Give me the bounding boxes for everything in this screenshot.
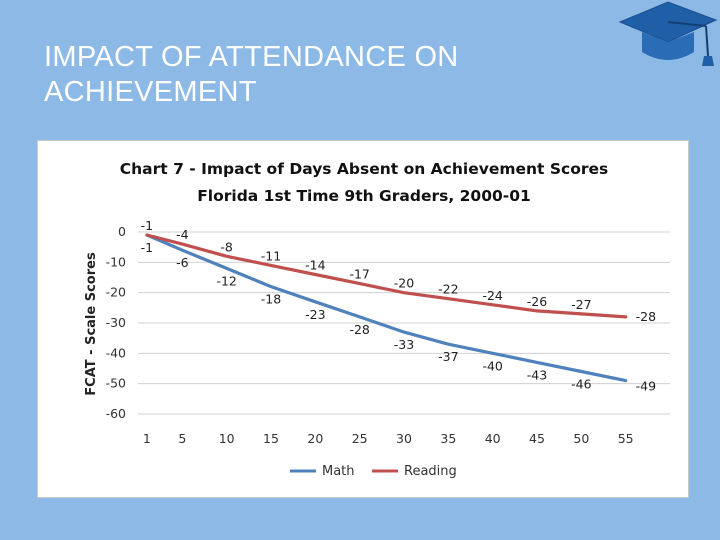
data-label-reading: -1: [141, 218, 153, 233]
data-labels: -1 -6 -12 -18 -23 -28 -33 -37 -40 -43 -46 -49 -1 -4 -8…: [141, 218, 656, 394]
x-tick-label: 10: [219, 431, 235, 446]
data-label-reading: -20: [394, 276, 414, 291]
chart-subtitle: Florida 1st Time 9th Graders, 2000-01: [197, 187, 531, 205]
x-tick-label: 1: [143, 431, 151, 446]
x-tick-label: 25: [352, 431, 368, 446]
series-lines: [145, 233, 628, 383]
x-tick-label: 30: [396, 431, 412, 446]
data-label-math: -46: [571, 377, 591, 392]
x-tick-label: 15: [263, 431, 279, 446]
data-label-math: -12: [216, 273, 236, 288]
slide-title: IMPACT OF ATTENDANCE ON ACHIEVEMENT: [44, 40, 459, 110]
slide-title-line-2: ACHIEVEMENT: [44, 76, 257, 108]
data-label-math: -49: [636, 379, 656, 394]
data-label-reading: -8: [220, 239, 233, 254]
data-label-math: -37: [438, 349, 458, 364]
y-tick-label: -50: [106, 376, 126, 391]
data-label-math: -40: [482, 358, 502, 373]
data-label-reading: -26: [527, 294, 547, 309]
y-tick-label: -40: [106, 345, 126, 360]
data-label-math: -1: [141, 240, 153, 255]
legend-label: Math: [322, 464, 355, 479]
graduation-cap-icon: [618, 1, 718, 66]
x-tick-label: 55: [618, 431, 634, 446]
data-label-reading: -4: [176, 227, 189, 242]
data-label-reading: -11: [261, 248, 281, 263]
line-chart: Chart 7 - Impact of Days Absent on Achie…: [84, 160, 670, 479]
legend-label: Reading: [404, 464, 457, 479]
y-tick-label: 0: [118, 224, 126, 239]
y-tick-label: -20: [106, 285, 126, 300]
data-label-reading: -14: [305, 257, 325, 272]
x-axis-ticks: 1 5 10 15 20 25 30 35 40 45 50 55: [143, 431, 634, 446]
grid-lines: [138, 231, 670, 415]
data-label-math: -6: [176, 255, 189, 270]
chart-container: Chart 7 - Impact of Days Absent on Achie…: [37, 140, 689, 498]
data-label-math: -18: [261, 292, 281, 307]
data-label-reading: -22: [438, 282, 458, 297]
data-label-reading: -24: [482, 288, 502, 303]
y-axis-ticks: 0 -10 -20 -30 -40 -50 -60: [106, 224, 126, 421]
x-tick-label: 50: [573, 431, 589, 446]
data-label-math: -23: [305, 307, 325, 322]
series-line-reading: [145, 233, 628, 319]
data-label-math: -28: [349, 322, 369, 337]
chart-title: Chart 7 - Impact of Days Absent on Achie…: [120, 160, 608, 178]
x-tick-label: 20: [307, 431, 323, 446]
x-tick-label: 35: [440, 431, 456, 446]
series-line-math: [145, 233, 628, 383]
data-label-reading: -27: [571, 297, 591, 312]
y-tick-label: -10: [106, 254, 126, 269]
legend: Math Reading: [290, 464, 457, 479]
x-tick-label: 40: [485, 431, 501, 446]
x-tick-label: 45: [529, 431, 545, 446]
slide-title-line-1: IMPACT OF ATTENDANCE ON: [44, 41, 459, 73]
data-label-reading: -28: [636, 309, 656, 324]
y-tick-label: -60: [106, 406, 126, 421]
data-label-reading: -17: [349, 267, 369, 282]
data-label-math: -33: [394, 337, 414, 352]
y-tick-label: -30: [106, 315, 126, 330]
x-tick-label: 5: [178, 431, 186, 446]
data-label-math: -43: [527, 367, 547, 382]
y-axis-label: FCAT - Scale Scores: [84, 252, 99, 396]
